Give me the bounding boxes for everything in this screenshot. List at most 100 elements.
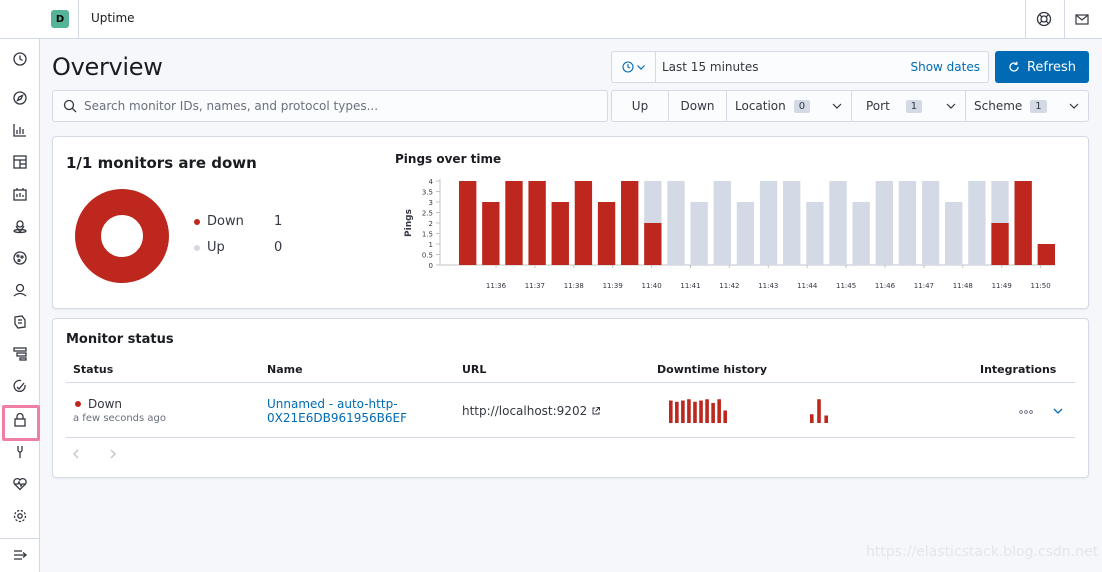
side-nav — [0, 39, 40, 572]
bar-up — [875, 181, 893, 265]
downtime-bar — [817, 399, 821, 423]
x-tick-label: 11:37 — [525, 282, 545, 290]
bar-down — [621, 181, 639, 265]
dashboard-icon[interactable] — [10, 152, 30, 172]
filter-up-label: Up — [631, 99, 649, 113]
show-dates-link[interactable]: Show dates — [910, 60, 980, 74]
discover-icon[interactable] — [10, 88, 30, 108]
divider — [1064, 0, 1065, 39]
column-header-url[interactable]: URL — [462, 363, 487, 376]
downtime-bar — [687, 399, 691, 423]
canvas-icon[interactable] — [10, 184, 30, 204]
monitoring-icon[interactable] — [10, 474, 30, 494]
refresh-button[interactable]: Refresh — [995, 51, 1089, 83]
x-tick-label: 11:43 — [758, 282, 778, 290]
downtime-history-sparkline — [669, 399, 727, 423]
bar-up — [690, 202, 708, 265]
space-avatar[interactable]: D — [51, 10, 69, 28]
apm-icon[interactable] — [10, 344, 30, 364]
bar-up — [806, 202, 824, 265]
expand-row-chevron-icon[interactable] — [1052, 405, 1064, 417]
page-title: Overview — [52, 53, 163, 81]
next-page-icon[interactable] — [107, 448, 119, 460]
divider — [66, 437, 1075, 438]
filter-down-label: Down — [680, 99, 715, 113]
filter-port-label: Port — [866, 99, 890, 113]
active-nav-highlight — [2, 405, 40, 441]
chevron-down-icon — [636, 65, 645, 70]
divider — [78, 0, 79, 39]
infrastructure-icon[interactable] — [10, 280, 30, 300]
monitor-name-link[interactable]: Unnamed - auto-http-0X21E6DB961956B6EF — [267, 397, 407, 425]
x-tick-label: 11:45 — [836, 282, 856, 290]
x-tick-label: 11:42 — [719, 282, 739, 290]
filter-location-button[interactable]: Location 0 — [727, 91, 852, 121]
status-dot — [75, 401, 81, 407]
y-tick-label: 3 — [429, 199, 433, 207]
column-header-integrations[interactable]: Integrations — [980, 363, 1057, 376]
snapshot-panel — [52, 136, 1089, 309]
snapshot-title: 1/1 monitors are down — [66, 154, 257, 172]
logs-icon[interactable] — [10, 312, 30, 332]
divider — [0, 538, 40, 539]
downtime-bar — [717, 399, 721, 423]
status-text: Down — [88, 397, 123, 411]
help-icon[interactable] — [1035, 10, 1053, 28]
x-tick-label: 11:46 — [875, 282, 896, 290]
filter-location-count: 0 — [793, 99, 811, 113]
y-tick-label: 2.5 — [422, 210, 433, 218]
ml-icon[interactable] — [10, 248, 30, 268]
chevron-down-icon — [1069, 103, 1079, 109]
divider — [1025, 0, 1026, 39]
x-tick-label: 11:49 — [992, 282, 1012, 290]
legend-value-down: 1 — [274, 214, 283, 229]
search-input[interactable] — [84, 91, 594, 121]
downtime-bar — [711, 403, 715, 423]
bar-up — [991, 181, 1009, 223]
search-icon — [63, 99, 77, 113]
visualize-icon[interactable] — [10, 120, 30, 140]
maps-icon[interactable] — [10, 216, 30, 236]
filter-scheme-button[interactable]: Scheme 1 — [966, 91, 1088, 121]
recent-icon[interactable] — [10, 49, 30, 69]
column-header-downtime-history[interactable]: Downtime history — [657, 363, 768, 376]
collapse-nav-icon[interactable] — [10, 545, 30, 565]
top-bar: D Uptime — [0, 0, 1102, 39]
mail-icon[interactable] — [1073, 10, 1091, 28]
downtime-bar — [693, 401, 697, 423]
filter-location-label: Location — [735, 99, 786, 113]
donut-down-slice — [75, 189, 169, 283]
filter-port-button[interactable]: Port 1 — [852, 91, 966, 121]
bar-up — [736, 202, 755, 265]
column-header-name[interactable]: Name — [267, 363, 303, 376]
bar-up — [921, 181, 940, 265]
x-tick-label: 11:39 — [603, 282, 623, 290]
status-cell: Down — [75, 397, 122, 411]
y-tick-label: 4 — [429, 178, 434, 186]
legend-dot-down — [194, 218, 200, 225]
legend-value-up: 0 — [274, 240, 283, 255]
x-tick-label: 11:40 — [642, 282, 662, 290]
management-icon[interactable] — [10, 506, 30, 526]
status-time: a few seconds ago — [73, 413, 166, 424]
legend-row-up: Up 0 — [194, 240, 282, 255]
filter-down-button[interactable]: Down — [669, 91, 727, 121]
clock-icon — [621, 61, 634, 73]
previous-page-icon[interactable] — [70, 448, 82, 460]
app-title: Uptime — [91, 11, 135, 25]
search-bar — [52, 90, 608, 122]
downtime-bar — [723, 410, 727, 423]
quick-select-button[interactable] — [612, 52, 656, 82]
siem-icon[interactable] — [10, 410, 30, 430]
integrations-menu-button[interactable] — [1019, 404, 1033, 418]
dev-tools-icon[interactable] — [10, 442, 30, 462]
y-tick-label: 0 — [429, 262, 433, 270]
bar-down — [991, 223, 1009, 265]
uptime-icon[interactable] — [10, 376, 30, 396]
y-tick-label: 3.5 — [422, 189, 433, 197]
filter-up-button[interactable]: Up — [612, 91, 669, 121]
date-range-text[interactable]: Last 15 minutes — [662, 60, 759, 74]
monitor-url-text: http://localhost:9202 — [462, 404, 588, 418]
column-header-status[interactable]: Status — [73, 363, 114, 376]
monitor-url-link[interactable]: http://localhost:9202 — [462, 404, 601, 418]
